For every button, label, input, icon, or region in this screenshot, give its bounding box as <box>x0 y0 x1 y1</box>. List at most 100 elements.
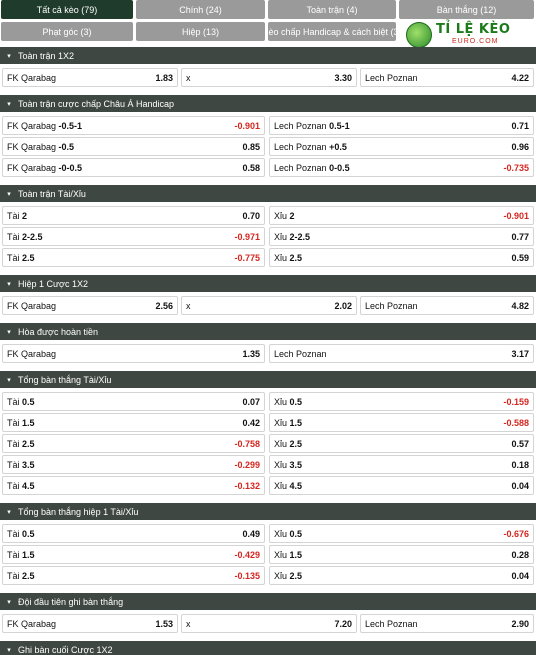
odds-cell[interactable]: FK Qarabag 1.35 <box>2 344 265 363</box>
odds-cell[interactable]: Tài 1.5 0.42 <box>2 413 265 432</box>
section-header[interactable]: ▾ Đội đầu tiên ghi bàn thắng <box>0 593 536 610</box>
odds-cell[interactable]: Xỉu 2.5 0.04 <box>269 566 534 585</box>
logo-brand-text: TỈ LỆ KÈO <box>436 22 511 37</box>
selection-label: Tài 2.5 <box>7 571 234 581</box>
odds-cell[interactable]: x 3.30 <box>181 68 357 87</box>
line-value: 2 <box>289 210 295 221</box>
section-header[interactable]: ▾ Tổng bàn thắng hiệp 1 Tài/Xỉu <box>0 503 536 520</box>
odds-cell[interactable]: Xỉu 1.5 0.28 <box>269 545 534 564</box>
selection-name: Lech Poznan <box>365 300 418 311</box>
odds-cell[interactable]: Lech Poznan 0.5-1 0.71 <box>269 116 534 135</box>
odds-cell[interactable]: Xỉu 2.5 0.57 <box>269 434 534 453</box>
odds-cell[interactable]: Xỉu 4.5 0.04 <box>269 476 534 495</box>
selection-name: Xỉu <box>274 396 288 407</box>
odds-cell[interactable]: Xỉu 0.5 -0.676 <box>269 524 534 543</box>
odds-row: Tài 2.5 -0.775 Xỉu 2.5 0.59 <box>0 248 536 267</box>
tab-main[interactable]: Chính (24) <box>136 0 265 19</box>
odds-value: -0.429 <box>234 549 260 560</box>
odds-cell[interactable]: Tài 2.5 -0.135 <box>2 566 265 585</box>
selection-name: FK Qarabag <box>7 120 57 131</box>
odds-cell[interactable]: x 2.02 <box>181 296 357 315</box>
tab-handicap-margin[interactable]: Kèo chấp Handicap & cách biệt (3) <box>268 22 396 41</box>
section-header[interactable]: ▾ Hiệp 1 Cược 1X2 <box>0 275 536 292</box>
odds-cell[interactable]: FK Qarabag -0.5 0.85 <box>2 137 265 156</box>
caret-down-icon: ▾ <box>7 376 11 384</box>
selection-name: x <box>186 72 191 83</box>
odds-value: 0.28 <box>511 549 529 560</box>
section-header[interactable]: ▾ Toàn trận 1X2 <box>0 47 536 64</box>
odds-value: 0.49 <box>242 528 260 539</box>
selection-name: Lech Poznan <box>274 162 327 173</box>
line-value: 2 <box>22 210 28 221</box>
line-value: 1.5 <box>289 417 303 428</box>
selection-label: Lech Poznan <box>274 349 511 359</box>
odds-cell[interactable]: Xỉu 2-2.5 0.77 <box>269 227 534 246</box>
odds-cell[interactable]: FK Qarabag -0-0.5 0.58 <box>2 158 265 177</box>
odds-cell[interactable]: x 7.20 <box>181 614 357 633</box>
selection-name: Xỉu <box>274 210 288 221</box>
odds-cell[interactable]: Tài 2.5 -0.775 <box>2 248 265 267</box>
odds-cell[interactable]: FK Qarabag 2.56 <box>2 296 178 315</box>
caret-down-icon: ▾ <box>7 646 11 654</box>
odds-cell[interactable]: Xỉu 0.5 -0.159 <box>269 392 534 411</box>
odds-cell[interactable]: FK Qarabag 1.83 <box>2 68 178 87</box>
selection-label: FK Qarabag <box>7 349 242 359</box>
odds-cell[interactable]: Lech Poznan 3.17 <box>269 344 534 363</box>
line-value: 0.5 <box>22 396 35 407</box>
selection-label: Tài 1.5 <box>7 418 242 428</box>
odds-cell[interactable]: Tài 2 0.70 <box>2 206 265 225</box>
tab-corners[interactable]: Phạt góc (3) <box>1 22 133 41</box>
line-value: 2.5 <box>22 438 35 449</box>
tab-all-markets[interactable]: Tất cả kèo (79) <box>1 0 133 19</box>
odds-cell[interactable]: Tài 2-2.5 -0.971 <box>2 227 265 246</box>
odds-cell[interactable]: Tài 3.5 -0.299 <box>2 455 265 474</box>
odds-cell[interactable]: FK Qarabag 1.53 <box>2 614 178 633</box>
section-header[interactable]: ▾ Toàn trận cược chấp Châu Á Handicap <box>0 95 536 112</box>
odds-cell[interactable]: Lech Poznan 4.82 <box>360 296 534 315</box>
odds-row: Tài 0.5 0.49 Xỉu 0.5 -0.676 <box>0 524 536 543</box>
odds-cell[interactable]: Xỉu 2.5 0.59 <box>269 248 534 267</box>
soccer-ball-icon <box>406 22 432 48</box>
caret-down-icon: ▾ <box>7 52 11 60</box>
odds-cell[interactable]: Lech Poznan 2.90 <box>360 614 534 633</box>
selection-name: Xỉu <box>274 252 288 263</box>
selection-label: x <box>186 73 334 83</box>
odds-cell[interactable]: Lech Poznan 4.22 <box>360 68 534 87</box>
odds-cell[interactable]: Tài 2.5 -0.758 <box>2 434 265 453</box>
odds-cell[interactable]: Tài 0.5 0.07 <box>2 392 265 411</box>
tab-halves[interactable]: Hiệp (13) <box>136 22 265 41</box>
odds-cell[interactable]: Tài 1.5 -0.429 <box>2 545 265 564</box>
caret-down-icon: ▾ <box>7 328 11 336</box>
odds-cell[interactable]: FK Qarabag -0.5-1 -0.901 <box>2 116 265 135</box>
selection-label: Xỉu 1.5 <box>274 550 511 560</box>
section-header[interactable]: ▾ Tổng bàn thắng Tài/Xỉu <box>0 371 536 388</box>
line-value: 2.5 <box>22 252 35 263</box>
section-header[interactable]: ▾ Hòa được hoàn tiền <box>0 323 536 340</box>
section-header[interactable]: ▾ Toàn trận Tài/Xỉu <box>0 185 536 202</box>
odds-value: 0.42 <box>242 417 260 428</box>
odds-value: 0.07 <box>242 396 260 407</box>
odds-cell[interactable]: Lech Poznan +0.5 0.96 <box>269 137 534 156</box>
site-logo[interactable]: TỈ LỆ KÈO EURO.COM <box>404 22 522 50</box>
odds-cell[interactable]: Tài 4.5 -0.132 <box>2 476 265 495</box>
selection-label: Lech Poznan <box>365 73 511 83</box>
line-value: 2-2.5 <box>22 231 43 242</box>
odds-cell[interactable]: Lech Poznan 0-0.5 -0.735 <box>269 158 534 177</box>
odds-row: Tài 2.5 -0.135 Xỉu 2.5 0.04 <box>0 566 536 585</box>
section-header[interactable]: ▾ Ghi bàn cuối Cược 1X2 <box>0 641 536 655</box>
tab-goals[interactable]: Bàn thắng (12) <box>399 0 534 19</box>
odds-cell[interactable]: Tài 0.5 0.49 <box>2 524 265 543</box>
section-title: Hòa được hoàn tiền <box>18 326 98 337</box>
selection-name: Xỉu <box>274 570 288 581</box>
selection-name: Xỉu <box>274 438 288 449</box>
line-value: 2.5 <box>22 570 35 581</box>
odds-cell[interactable]: Xỉu 2 -0.901 <box>269 206 534 225</box>
odds-cell[interactable]: Xỉu 3.5 0.18 <box>269 455 534 474</box>
odds-cell[interactable]: Xỉu 1.5 -0.588 <box>269 413 534 432</box>
tab-full-match[interactable]: Toàn trận (4) <box>268 0 396 19</box>
selection-name: Tài <box>7 252 20 263</box>
odds-value: 1.53 <box>155 618 173 629</box>
selection-label: Xỉu 0.5 <box>274 397 503 407</box>
odds-row: FK Qarabag 1.35 Lech Poznan 3.17 <box>0 344 536 363</box>
section-title: Ghi bàn cuối Cược 1X2 <box>18 644 113 655</box>
